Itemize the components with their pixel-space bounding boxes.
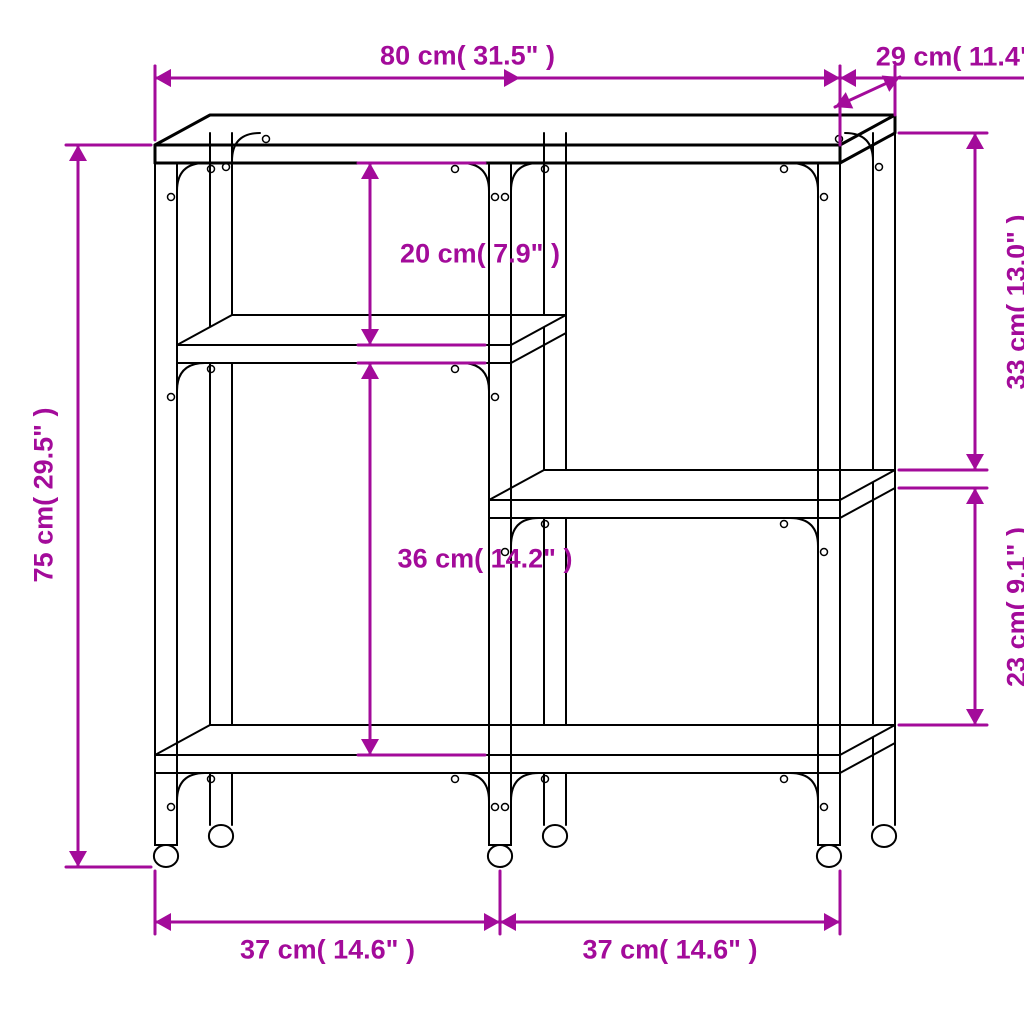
dimension-label: 75 cm( 29.5" ) — [29, 408, 60, 583]
dimension-label: 23 cm( 9.1" ) — [1002, 527, 1024, 687]
dimension-label: 20 cm( 7.9" ) — [400, 239, 560, 270]
dimension-label: 37 cm( 14.6" ) — [240, 935, 415, 966]
dimension-label: 80 cm( 31.5" ) — [380, 41, 555, 72]
dimension-label: 33 cm( 13.0" ) — [1002, 214, 1024, 389]
dimension-label: 36 cm( 14.2" ) — [398, 544, 573, 575]
dimension-label: 29 cm( 11.4" ) — [876, 42, 1024, 73]
dimension-label: 37 cm( 14.6" ) — [583, 935, 758, 966]
